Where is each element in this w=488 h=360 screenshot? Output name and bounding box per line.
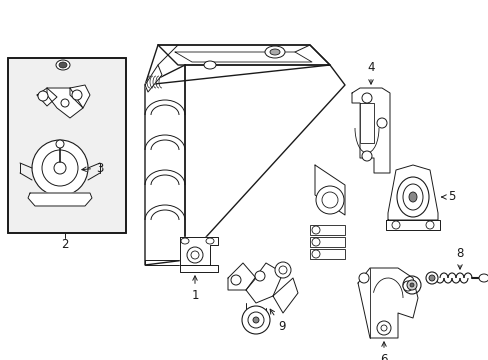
Polygon shape	[145, 65, 184, 265]
Polygon shape	[357, 268, 417, 338]
Ellipse shape	[408, 192, 416, 202]
Polygon shape	[145, 45, 329, 85]
Ellipse shape	[311, 226, 319, 234]
Ellipse shape	[402, 276, 420, 294]
Polygon shape	[180, 237, 218, 265]
Polygon shape	[145, 260, 184, 265]
Ellipse shape	[56, 140, 64, 148]
Ellipse shape	[425, 221, 433, 229]
Ellipse shape	[478, 274, 488, 282]
Ellipse shape	[186, 247, 203, 263]
Bar	[309, 237, 345, 247]
Ellipse shape	[391, 221, 399, 229]
Text: 5: 5	[441, 190, 454, 203]
Ellipse shape	[269, 49, 280, 55]
Ellipse shape	[409, 283, 413, 287]
Ellipse shape	[56, 60, 70, 70]
Text: 7: 7	[407, 298, 415, 320]
Ellipse shape	[406, 280, 416, 290]
Polygon shape	[37, 88, 57, 106]
Ellipse shape	[358, 273, 368, 283]
Polygon shape	[272, 278, 297, 313]
Ellipse shape	[428, 275, 434, 281]
Ellipse shape	[230, 275, 241, 285]
Ellipse shape	[252, 317, 259, 323]
Ellipse shape	[38, 91, 48, 101]
Ellipse shape	[361, 151, 371, 161]
Polygon shape	[28, 193, 92, 206]
Ellipse shape	[191, 251, 199, 259]
Ellipse shape	[264, 46, 285, 58]
Ellipse shape	[254, 271, 264, 281]
Ellipse shape	[54, 162, 66, 174]
Ellipse shape	[361, 93, 371, 103]
Text: 4: 4	[366, 61, 374, 84]
Ellipse shape	[247, 312, 264, 328]
Bar	[8, 58, 126, 233]
Polygon shape	[314, 165, 345, 215]
Polygon shape	[359, 103, 373, 143]
Polygon shape	[227, 263, 256, 290]
Ellipse shape	[242, 306, 269, 334]
Polygon shape	[175, 52, 311, 62]
Ellipse shape	[279, 266, 286, 274]
Polygon shape	[385, 220, 439, 230]
Ellipse shape	[59, 62, 67, 68]
Polygon shape	[180, 265, 218, 272]
Ellipse shape	[376, 118, 386, 128]
Polygon shape	[351, 88, 389, 173]
Ellipse shape	[402, 281, 412, 291]
Ellipse shape	[402, 184, 422, 210]
Ellipse shape	[376, 321, 390, 335]
Bar	[309, 249, 345, 259]
Bar	[309, 225, 345, 235]
Text: 1: 1	[191, 276, 198, 302]
Bar	[8, 58, 126, 233]
Polygon shape	[145, 65, 162, 92]
Ellipse shape	[321, 192, 337, 208]
Ellipse shape	[61, 99, 69, 107]
Ellipse shape	[32, 140, 88, 196]
Ellipse shape	[203, 61, 216, 69]
Text: 3: 3	[81, 162, 103, 175]
Ellipse shape	[205, 238, 214, 244]
Polygon shape	[184, 65, 345, 260]
Text: 6: 6	[380, 342, 387, 360]
Text: 9: 9	[269, 309, 285, 333]
Ellipse shape	[181, 238, 189, 244]
Polygon shape	[158, 45, 329, 65]
Ellipse shape	[380, 325, 386, 331]
Polygon shape	[70, 85, 90, 108]
Text: 2: 2	[61, 238, 69, 251]
Polygon shape	[245, 263, 283, 303]
Polygon shape	[387, 165, 437, 220]
Ellipse shape	[42, 150, 78, 186]
Ellipse shape	[425, 272, 437, 284]
Ellipse shape	[72, 90, 82, 100]
Ellipse shape	[315, 186, 343, 214]
Text: 8: 8	[455, 247, 463, 269]
Ellipse shape	[396, 177, 428, 217]
Polygon shape	[47, 88, 83, 118]
Ellipse shape	[311, 250, 319, 258]
Ellipse shape	[274, 262, 290, 278]
Ellipse shape	[311, 238, 319, 246]
